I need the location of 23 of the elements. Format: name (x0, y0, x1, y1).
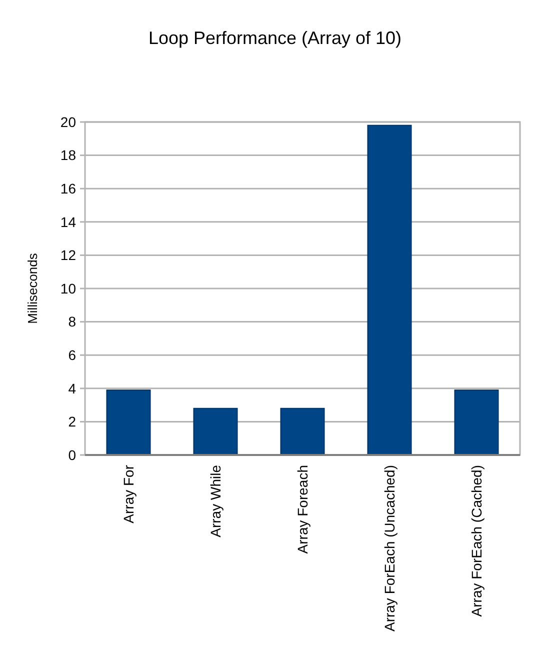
x-tick-label: Array While (207, 464, 224, 538)
bar (454, 390, 499, 456)
y-tick-label: 0 (68, 446, 76, 463)
y-tick-label: 20 (60, 114, 76, 130)
y-tick-label: 2 (68, 414, 76, 430)
chart-title: Loop Performance (Array of 10) (148, 28, 402, 48)
x-tick-label: Array ForEach (Cached) (468, 465, 484, 617)
y-tick-label: 12 (60, 247, 76, 264)
x-tick-label: Array Foreach (294, 465, 310, 554)
x-tick-label: Array For (120, 464, 136, 524)
y-tick-label: 4 (68, 380, 76, 396)
y-tick-label: 14 (60, 214, 76, 230)
x-tick-label: Array ForEach (Uncached) (381, 465, 398, 632)
y-tick-label: 16 (60, 180, 76, 196)
y-tick-label: 18 (60, 147, 76, 164)
y-tick-label: 8 (68, 314, 76, 330)
y-tick-label: 10 (60, 280, 76, 296)
bar (367, 124, 412, 456)
bar (106, 390, 151, 456)
y-tick-label: 6 (68, 347, 76, 363)
y-axis-title: Milliseconds (25, 252, 40, 324)
bar (280, 408, 325, 456)
bar (193, 408, 238, 456)
